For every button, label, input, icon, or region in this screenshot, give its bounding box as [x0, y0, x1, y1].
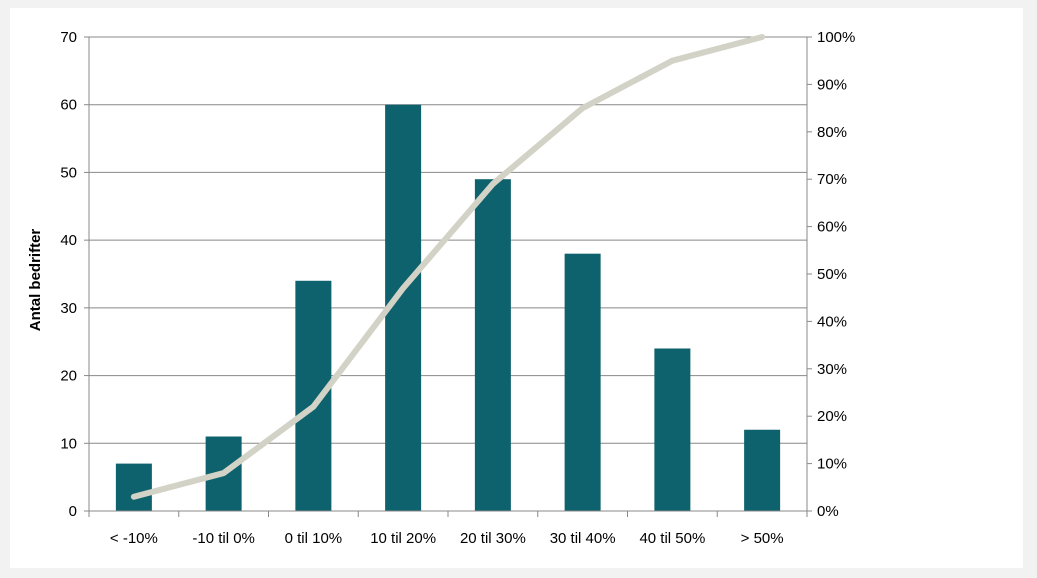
cumulative-line	[130, 34, 766, 500]
y2-tick-label: 60%	[817, 219, 847, 236]
y-tick-label: 70	[60, 29, 77, 46]
x-tick-label: > 50%	[741, 530, 784, 547]
cumulative-line-series	[130, 34, 766, 500]
axes: 0 10 20 30 40 50 60 70 < -10% -10 til 0% 0 til 10%…	[60, 29, 855, 547]
y2-tick-label: 80%	[817, 124, 847, 141]
x-tick-label: 10 til 20%	[370, 530, 436, 547]
bar	[295, 280, 332, 511]
bar	[564, 253, 601, 511]
bar	[474, 179, 511, 511]
x-tick-label: 30 til 40%	[550, 530, 616, 547]
y-tick-label: 30	[60, 300, 77, 317]
y2-tick-label: 30%	[817, 361, 847, 378]
y2-tick-label: 10%	[817, 456, 847, 473]
y2-tick-label: 0%	[817, 503, 839, 520]
y-tick-label: 10	[60, 435, 77, 452]
y-tick-label: 60	[60, 97, 77, 114]
y-tick-label: 20	[60, 368, 77, 385]
bar	[654, 348, 691, 511]
y2-tick-label: 70%	[817, 171, 847, 188]
bar	[115, 463, 152, 511]
y-tick-label: 40	[60, 232, 77, 249]
y2-tick-label: 90%	[817, 76, 847, 93]
grid-lines	[89, 36, 807, 444]
y-axis-title: Antal bedrifter	[27, 229, 44, 332]
x-tick-label: 20 til 30%	[460, 530, 526, 547]
y2-tick-label: 100%	[817, 29, 855, 46]
y-tick-label: 50	[60, 164, 77, 181]
x-tick-label: 40 til 50%	[639, 530, 705, 547]
bar	[744, 429, 781, 511]
y2-tick-label: 40%	[817, 313, 847, 330]
x-tick-label: 0 til 10%	[285, 530, 343, 547]
y2-tick-label: 20%	[817, 408, 847, 425]
y2-tick-label: 50%	[817, 266, 847, 283]
combo-chart: 0 10 20 30 40 50 60 70 < -10% -10 til 0% 0 til 10%…	[27, 29, 855, 547]
x-tick-label: -10 til 0%	[192, 530, 255, 547]
x-tick-label: < -10%	[110, 530, 158, 547]
y-tick-label: 0	[69, 503, 77, 520]
chart-area: 0 10 20 30 40 50 60 70 < -10% -10 til 0% 0 til 10%…	[10, 8, 1023, 568]
